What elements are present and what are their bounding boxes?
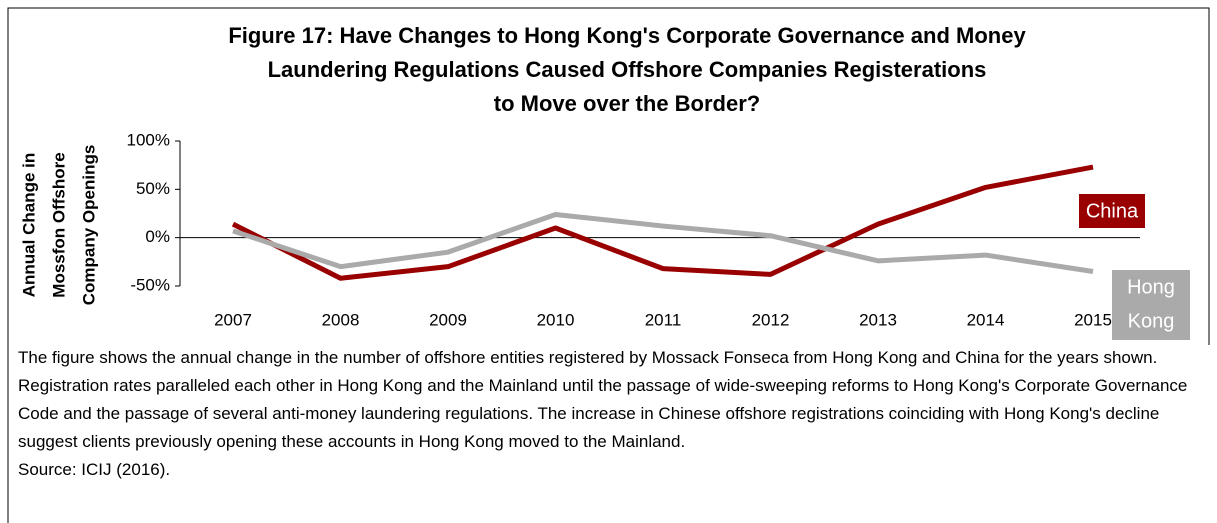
x-tick-label: 2009 <box>429 310 467 329</box>
y-axis-label: Annual Change in <box>19 153 38 298</box>
y-tick-label: -50% <box>130 275 170 294</box>
x-tick-label: 2012 <box>752 310 790 329</box>
series-line <box>231 164 1094 281</box>
y-tick-label: 0% <box>145 227 170 246</box>
chart-title: to Move over the Border? <box>494 91 760 116</box>
y-tick-label: 100% <box>127 130 170 149</box>
x-tick-label: 2011 <box>645 310 682 329</box>
legend-label: Kong <box>1128 310 1175 332</box>
x-tick-label: 2008 <box>322 310 360 329</box>
legend-box <box>1079 194 1145 228</box>
frame <box>7 7 1210 523</box>
x-tick-label: 2010 <box>537 310 575 329</box>
legend-label: Hong <box>1127 276 1175 298</box>
y-axis-label: Mossfon Offshore <box>49 152 68 297</box>
x-tick-label: 2014 <box>967 310 1005 329</box>
series-line <box>232 211 1094 274</box>
y-axis-label: Company Openings <box>79 145 98 306</box>
x-tick-label: 2013 <box>859 310 897 329</box>
caption-block: The figure shows the annual change in th… <box>18 344 1203 484</box>
chart-title: Laundering Regulations Caused Offshore C… <box>268 57 987 82</box>
source: Source: ICIJ (2016). <box>18 460 171 479</box>
legend-label: China <box>1086 200 1139 222</box>
legend-box <box>1112 270 1190 340</box>
x-tick-label: 2015 <box>1074 310 1112 329</box>
x-tick-label: 2007 <box>214 310 252 329</box>
y-tick-label: 50% <box>136 179 170 198</box>
caption: The figure shows the annual change in th… <box>18 348 1188 451</box>
chart-title: Figure 17: Have Changes to Hong Kong's C… <box>228 23 1026 48</box>
